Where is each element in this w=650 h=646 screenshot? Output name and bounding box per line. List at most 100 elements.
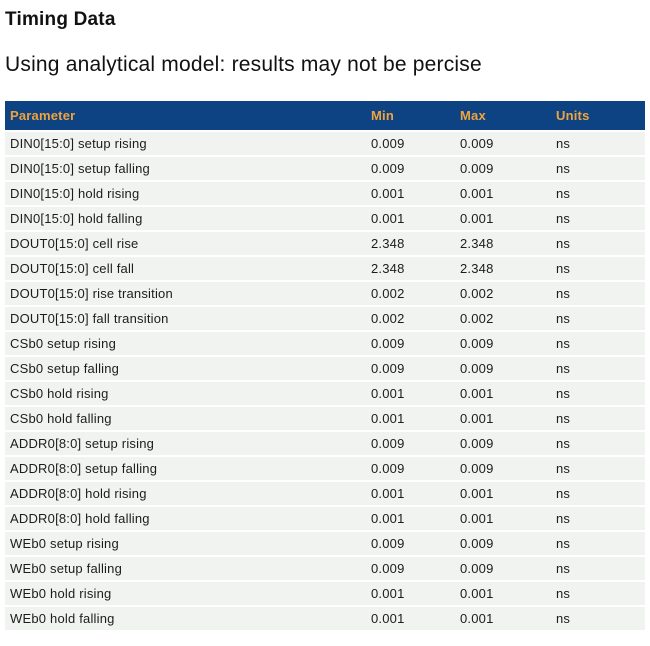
cell-units: ns bbox=[551, 131, 645, 157]
cell-max: 0.001 bbox=[455, 481, 551, 507]
table-row: DOUT0[15:0] fall transition 0.002 0.002 … bbox=[5, 306, 645, 332]
cell-max: 0.009 bbox=[455, 356, 551, 382]
cell-parameter: DOUT0[15:0] cell fall bbox=[5, 256, 366, 282]
cell-units: ns bbox=[551, 306, 645, 332]
cell-min: 2.348 bbox=[366, 231, 455, 257]
cell-units: ns bbox=[551, 606, 645, 632]
column-header-units: Units bbox=[551, 101, 645, 132]
cell-units: ns bbox=[551, 456, 645, 482]
cell-min: 0.009 bbox=[366, 131, 455, 157]
table-row: DIN0[15:0] hold rising 0.001 0.001 ns bbox=[5, 181, 645, 207]
table-row: DIN0[15:0] setup rising 0.009 0.009 ns bbox=[5, 131, 645, 157]
cell-min: 0.009 bbox=[366, 331, 455, 357]
cell-max: 0.009 bbox=[455, 331, 551, 357]
cell-min: 0.001 bbox=[366, 181, 455, 207]
table-row: WEb0 setup falling 0.009 0.009 ns bbox=[5, 556, 645, 582]
cell-min: 0.001 bbox=[366, 406, 455, 432]
cell-parameter: CSb0 setup rising bbox=[5, 331, 366, 357]
cell-min: 0.001 bbox=[366, 381, 455, 407]
cell-units: ns bbox=[551, 556, 645, 582]
cell-units: ns bbox=[551, 506, 645, 532]
cell-min: 0.001 bbox=[366, 506, 455, 532]
cell-parameter: ADDR0[8:0] setup falling bbox=[5, 456, 366, 482]
cell-parameter: WEb0 setup rising bbox=[5, 531, 366, 557]
table-row: ADDR0[8:0] setup rising 0.009 0.009 ns bbox=[5, 431, 645, 457]
cell-parameter: CSb0 setup falling bbox=[5, 356, 366, 382]
cell-parameter: DOUT0[15:0] fall transition bbox=[5, 306, 366, 332]
cell-min: 0.009 bbox=[366, 356, 455, 382]
cell-max: 0.009 bbox=[455, 156, 551, 182]
cell-max: 0.009 bbox=[455, 531, 551, 557]
cell-max: 0.009 bbox=[455, 131, 551, 157]
cell-min: 0.002 bbox=[366, 306, 455, 332]
cell-units: ns bbox=[551, 481, 645, 507]
cell-parameter: ADDR0[8:0] hold rising bbox=[5, 481, 366, 507]
cell-parameter: WEb0 setup falling bbox=[5, 556, 366, 582]
table-row: DOUT0[15:0] cell rise 2.348 2.348 ns bbox=[5, 231, 645, 257]
cell-units: ns bbox=[551, 331, 645, 357]
cell-parameter: ADDR0[8:0] setup rising bbox=[5, 431, 366, 457]
cell-parameter: DIN0[15:0] hold rising bbox=[5, 181, 366, 207]
cell-parameter: DOUT0[15:0] rise transition bbox=[5, 281, 366, 307]
cell-max: 0.001 bbox=[455, 506, 551, 532]
column-header-max: Max bbox=[455, 101, 551, 132]
cell-min: 0.001 bbox=[366, 206, 455, 232]
cell-min: 0.001 bbox=[366, 606, 455, 632]
cell-min: 0.009 bbox=[366, 531, 455, 557]
cell-min: 0.009 bbox=[366, 556, 455, 582]
cell-units: ns bbox=[551, 206, 645, 232]
timing-data-table: Parameter Min Max Units DIN0[15:0] setup… bbox=[5, 101, 645, 632]
table-row: WEb0 setup rising 0.009 0.009 ns bbox=[5, 531, 645, 557]
cell-units: ns bbox=[551, 381, 645, 407]
cell-min: 0.009 bbox=[366, 431, 455, 457]
table-row: CSb0 hold rising 0.001 0.001 ns bbox=[5, 381, 645, 407]
table-header-row: Parameter Min Max Units bbox=[5, 101, 645, 132]
cell-max: 2.348 bbox=[455, 256, 551, 282]
page-title: Timing Data bbox=[5, 9, 116, 30]
table-row: ADDR0[8:0] hold rising 0.001 0.001 ns bbox=[5, 481, 645, 507]
cell-max: 0.002 bbox=[455, 306, 551, 332]
cell-units: ns bbox=[551, 231, 645, 257]
cell-min: 0.009 bbox=[366, 456, 455, 482]
cell-units: ns bbox=[551, 356, 645, 382]
cell-max: 0.009 bbox=[455, 456, 551, 482]
cell-max: 2.348 bbox=[455, 231, 551, 257]
cell-max: 0.002 bbox=[455, 281, 551, 307]
cell-parameter: DIN0[15:0] setup rising bbox=[5, 131, 366, 157]
cell-units: ns bbox=[551, 281, 645, 307]
cell-parameter: DOUT0[15:0] cell rise bbox=[5, 231, 366, 257]
cell-units: ns bbox=[551, 156, 645, 182]
table-row: DOUT0[15:0] rise transition 0.002 0.002 … bbox=[5, 281, 645, 307]
cell-units: ns bbox=[551, 431, 645, 457]
table-row: DIN0[15:0] hold falling 0.001 0.001 ns bbox=[5, 206, 645, 232]
cell-parameter: WEb0 hold rising bbox=[5, 581, 366, 607]
cell-parameter: CSb0 hold rising bbox=[5, 381, 366, 407]
cell-units: ns bbox=[551, 406, 645, 432]
table-row: ADDR0[8:0] hold falling 0.001 0.001 ns bbox=[5, 506, 645, 532]
table-row: CSb0 setup rising 0.009 0.009 ns bbox=[5, 331, 645, 357]
table-row: DIN0[15:0] setup falling 0.009 0.009 ns bbox=[5, 156, 645, 182]
table-row: DOUT0[15:0] cell fall 2.348 2.348 ns bbox=[5, 256, 645, 282]
cell-min: 0.001 bbox=[366, 481, 455, 507]
table-row: WEb0 hold falling 0.001 0.001 ns bbox=[5, 606, 645, 632]
cell-max: 0.009 bbox=[455, 431, 551, 457]
cell-max: 0.009 bbox=[455, 556, 551, 582]
cell-parameter: ADDR0[8:0] hold falling bbox=[5, 506, 366, 532]
cell-max: 0.001 bbox=[455, 206, 551, 232]
cell-min: 0.002 bbox=[366, 281, 455, 307]
column-header-min: Min bbox=[366, 101, 455, 132]
page-subtitle: Using analytical model: results may not … bbox=[5, 53, 482, 76]
cell-parameter: CSb0 hold falling bbox=[5, 406, 366, 432]
cell-max: 0.001 bbox=[455, 381, 551, 407]
cell-min: 0.001 bbox=[366, 581, 455, 607]
cell-max: 0.001 bbox=[455, 406, 551, 432]
cell-units: ns bbox=[551, 256, 645, 282]
cell-parameter: DIN0[15:0] hold falling bbox=[5, 206, 366, 232]
cell-parameter: DIN0[15:0] setup falling bbox=[5, 156, 366, 182]
cell-min: 0.009 bbox=[366, 156, 455, 182]
cell-max: 0.001 bbox=[455, 606, 551, 632]
cell-max: 0.001 bbox=[455, 181, 551, 207]
cell-units: ns bbox=[551, 531, 645, 557]
table-row: ADDR0[8:0] setup falling 0.009 0.009 ns bbox=[5, 456, 645, 482]
